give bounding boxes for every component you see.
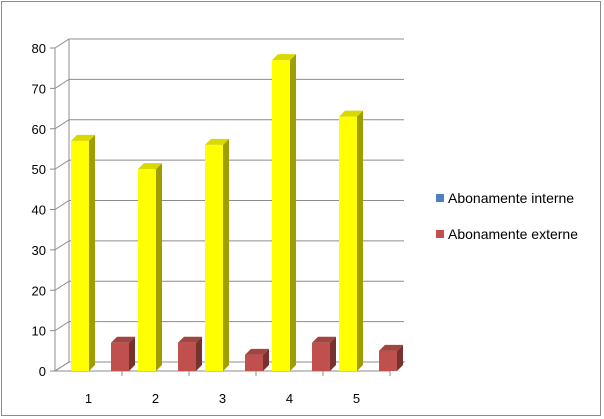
- y-tick-label: 0: [39, 364, 46, 379]
- bar-side: [223, 138, 229, 371]
- legend-swatch: [436, 194, 444, 202]
- bar-side: [330, 336, 336, 371]
- bar: [71, 134, 95, 371]
- bar-side: [129, 336, 135, 371]
- gridline: [54, 38, 404, 49]
- bar-top: [71, 134, 95, 141]
- x-tick-label: 4: [286, 391, 293, 406]
- bar: [245, 348, 269, 371]
- bar: [272, 54, 296, 372]
- bar: [138, 163, 162, 371]
- y-tick-label: 10: [32, 324, 46, 339]
- bar-top: [178, 336, 202, 343]
- bar-front: [312, 342, 330, 371]
- x-tick-label: 2: [152, 391, 159, 406]
- bar-side: [397, 344, 403, 371]
- bar: [312, 336, 336, 371]
- bar-front: [111, 342, 129, 371]
- bar-top: [339, 110, 363, 117]
- y-tick-label: 80: [32, 41, 46, 56]
- bar: [111, 336, 135, 371]
- y-tick-label: 50: [32, 162, 46, 177]
- y-tick-label: 30: [32, 243, 46, 258]
- x-tick-label: 3: [219, 391, 226, 406]
- bar-front: [245, 354, 263, 371]
- y-tick-label: 70: [32, 81, 46, 96]
- bar-front: [205, 144, 223, 371]
- bar-front: [71, 140, 89, 371]
- bar-top: [138, 163, 162, 170]
- bar-side: [89, 134, 95, 371]
- bar: [205, 138, 229, 371]
- y-tick-label: 40: [32, 203, 46, 218]
- bars: [71, 54, 403, 372]
- bar-top: [205, 138, 229, 145]
- bar: [178, 336, 202, 371]
- bar-front: [379, 350, 397, 371]
- y-axis: 0 10 20 30 40 50 60 70 80: [32, 41, 55, 379]
- bar-front: [138, 169, 156, 371]
- gridline: [54, 78, 404, 89]
- x-tick-label: 1: [85, 391, 92, 406]
- bar-front: [178, 342, 196, 371]
- bar-side: [357, 110, 363, 371]
- legend-label: Abonamente interne: [448, 190, 574, 206]
- legend-swatch: [436, 230, 444, 238]
- bar-top: [272, 54, 296, 61]
- bar-top: [245, 348, 269, 355]
- y-tick-label: 20: [32, 283, 46, 298]
- bar-front: [272, 60, 290, 372]
- y-tick-label: 60: [32, 122, 46, 137]
- x-axis: 1 2 3 4 5: [85, 371, 391, 406]
- legend-label: Abonamente externe: [448, 226, 578, 242]
- x-tick-label: 5: [353, 391, 360, 406]
- bar: [339, 110, 363, 371]
- bar-side: [196, 336, 202, 371]
- bar-side: [290, 54, 296, 372]
- bar-top: [379, 344, 403, 351]
- bar: [379, 344, 403, 371]
- bar-side: [263, 348, 269, 371]
- bar-side: [156, 163, 162, 371]
- bar-top: [111, 336, 135, 343]
- bar-top: [312, 336, 336, 343]
- legend: Abonamente interne Abonamente externe: [436, 190, 578, 242]
- bar-front: [339, 116, 357, 371]
